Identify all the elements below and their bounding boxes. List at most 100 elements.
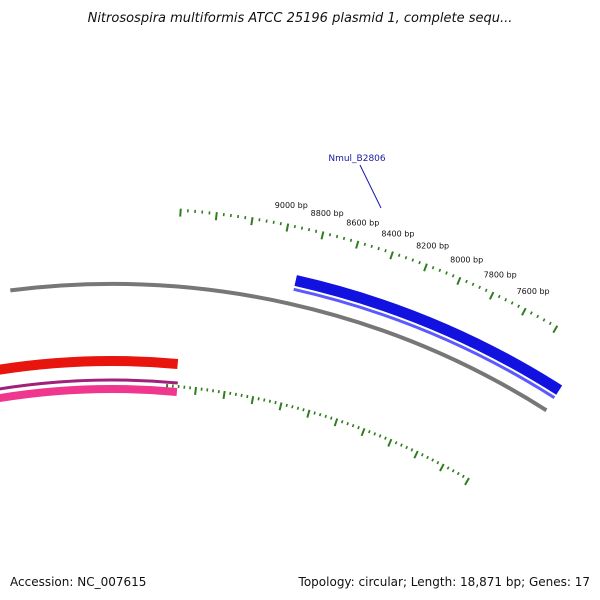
inner-ruler-minor-tick (405, 445, 409, 450)
gene-forward-shadow (293, 287, 556, 399)
inner-ruler-minor-tick (451, 469, 455, 473)
inner-ruler-minor-tick (318, 413, 322, 417)
tick-label: 8600 bp (346, 219, 379, 228)
outer-ruler-major-tick (179, 208, 182, 217)
inner-ruler-minor-tick (400, 443, 403, 447)
outer-ruler-minor-tick (510, 301, 514, 305)
backbone-arc (10, 282, 548, 412)
outer-ruler-minor-tick (484, 288, 488, 293)
outer-ruler-minor-tick (314, 229, 318, 233)
gene-pink-segment[interactable] (0, 385, 178, 403)
outer-ruler-minor-tick (445, 271, 448, 275)
inner-ruler-minor-tick (296, 406, 300, 410)
inner-ruler-major-tick (222, 390, 226, 400)
inner-ruler-minor-tick (330, 416, 333, 420)
outer-ruler-major-tick (552, 325, 559, 334)
tick-label: 7800 bp (484, 271, 517, 280)
inner-ruler-minor-tick (268, 399, 271, 403)
inner-ruler-major-tick (250, 396, 255, 405)
inner-ruler-minor-tick (426, 455, 429, 460)
accession-text: Accession: NC_007615 (10, 575, 146, 589)
inner-ruler-minor-tick (420, 453, 424, 457)
inner-tick-ruler (165, 384, 470, 486)
outer-ruler-minor-tick (431, 266, 435, 270)
outer-ruler-minor-tick (497, 294, 501, 299)
outer-ruler-major-tick (285, 223, 290, 232)
inner-ruler-minor-tick (285, 403, 288, 407)
inner-ruler-major-tick (194, 386, 197, 396)
inner-ruler-minor-tick (246, 394, 249, 399)
inner-ruler-minor-tick (351, 423, 355, 428)
outer-ruler-major-tick (355, 240, 360, 249)
outer-ruler-major-tick (389, 251, 394, 260)
inner-ruler-major-tick (306, 409, 311, 418)
inner-ruler-minor-tick (410, 448, 414, 452)
inner-ruler-minor-tick (373, 432, 377, 436)
gene-red-segment[interactable] (0, 356, 179, 375)
outer-ruler-minor-tick (300, 226, 304, 230)
outer-ruler-minor-tick (307, 228, 311, 232)
inner-ruler-minor-tick (291, 405, 294, 409)
inner-ruler-minor-tick (340, 420, 344, 424)
outer-ruler-minor-tick (404, 256, 408, 260)
inner-ruler-minor-tick (240, 393, 243, 398)
inner-ruler-minor-tick (274, 400, 277, 405)
inner-ruler-minor-tick (229, 391, 232, 396)
inner-ruler-minor-tick (212, 389, 215, 393)
outer-ruler-major-tick (521, 307, 527, 316)
inner-ruler-minor-tick (456, 471, 460, 476)
inner-ruler-minor-tick (431, 458, 435, 462)
outer-ruler-minor-tick (542, 318, 546, 322)
outer-ruler-minor-tick (258, 218, 261, 222)
outer-ruler-minor-tick (548, 321, 552, 326)
inner-ruler-major-tick (464, 477, 470, 486)
outer-ruler-minor-tick (411, 258, 415, 262)
outer-ruler-minor-tick (377, 246, 380, 251)
outer-ruler-minor-tick (536, 314, 540, 319)
outer-ruler-minor-tick (349, 238, 353, 243)
inner-ruler-minor-tick (378, 434, 382, 438)
outer-ruler-major-tick (423, 263, 428, 272)
inner-ruler-minor-tick (302, 408, 305, 412)
outer-tick-ruler (179, 208, 559, 334)
outer-ruler-minor-tick (342, 236, 346, 241)
outer-ruler-minor-tick (471, 282, 475, 287)
outer-ruler-minor-tick (397, 253, 401, 257)
tick-label: 9000 bp (275, 201, 308, 210)
outer-ruler-minor-tick (272, 220, 275, 224)
inner-ruler-minor-tick (446, 466, 450, 470)
outer-ruler-minor-tick (478, 285, 482, 290)
outer-ruler-minor-tick (418, 260, 421, 265)
outer-ruler-major-tick (214, 212, 218, 221)
inner-ruler-major-tick (387, 438, 393, 447)
tick-label: 8800 bp (311, 209, 344, 218)
inner-ruler-major-tick (333, 418, 339, 427)
inner-ruler-minor-tick (234, 392, 237, 397)
gene-nmul-b2806[interactable] (294, 275, 563, 395)
outer-ruler-minor-tick (279, 222, 282, 226)
tick-label: 8000 bp (450, 256, 483, 265)
inner-ruler-major-tick (278, 402, 283, 411)
outer-ruler-major-tick (250, 217, 254, 226)
tick-label: 8400 bp (381, 229, 414, 238)
summary-text: Topology: circular; Length: 18,871 bp; G… (298, 575, 590, 589)
outer-ruler-minor-tick (517, 304, 521, 308)
inner-ruler-minor-tick (263, 398, 266, 402)
outer-ruler-minor-tick (438, 268, 442, 272)
inner-ruler-major-tick (439, 463, 445, 472)
inner-ruler-minor-tick (461, 474, 465, 479)
gene-label-nmul-b2806[interactable]: Nmul_B2806 (328, 154, 386, 164)
outer-ruler-major-tick (456, 276, 462, 285)
outer-ruler-minor-tick (363, 242, 367, 247)
outer-ruler-minor-tick (328, 233, 332, 237)
outer-ruler-major-tick (489, 291, 495, 300)
gene-purple-segment[interactable] (0, 378, 178, 391)
outer-ruler-minor-tick (529, 311, 533, 315)
tick-label: 8200 bp (416, 242, 449, 251)
outer-ruler-major-tick (320, 231, 325, 240)
outer-ruler-minor-tick (293, 224, 296, 229)
outer-ruler-minor-tick (384, 249, 387, 253)
inner-ruler-minor-tick (384, 436, 387, 440)
outer-ruler-minor-tick (465, 279, 468, 284)
